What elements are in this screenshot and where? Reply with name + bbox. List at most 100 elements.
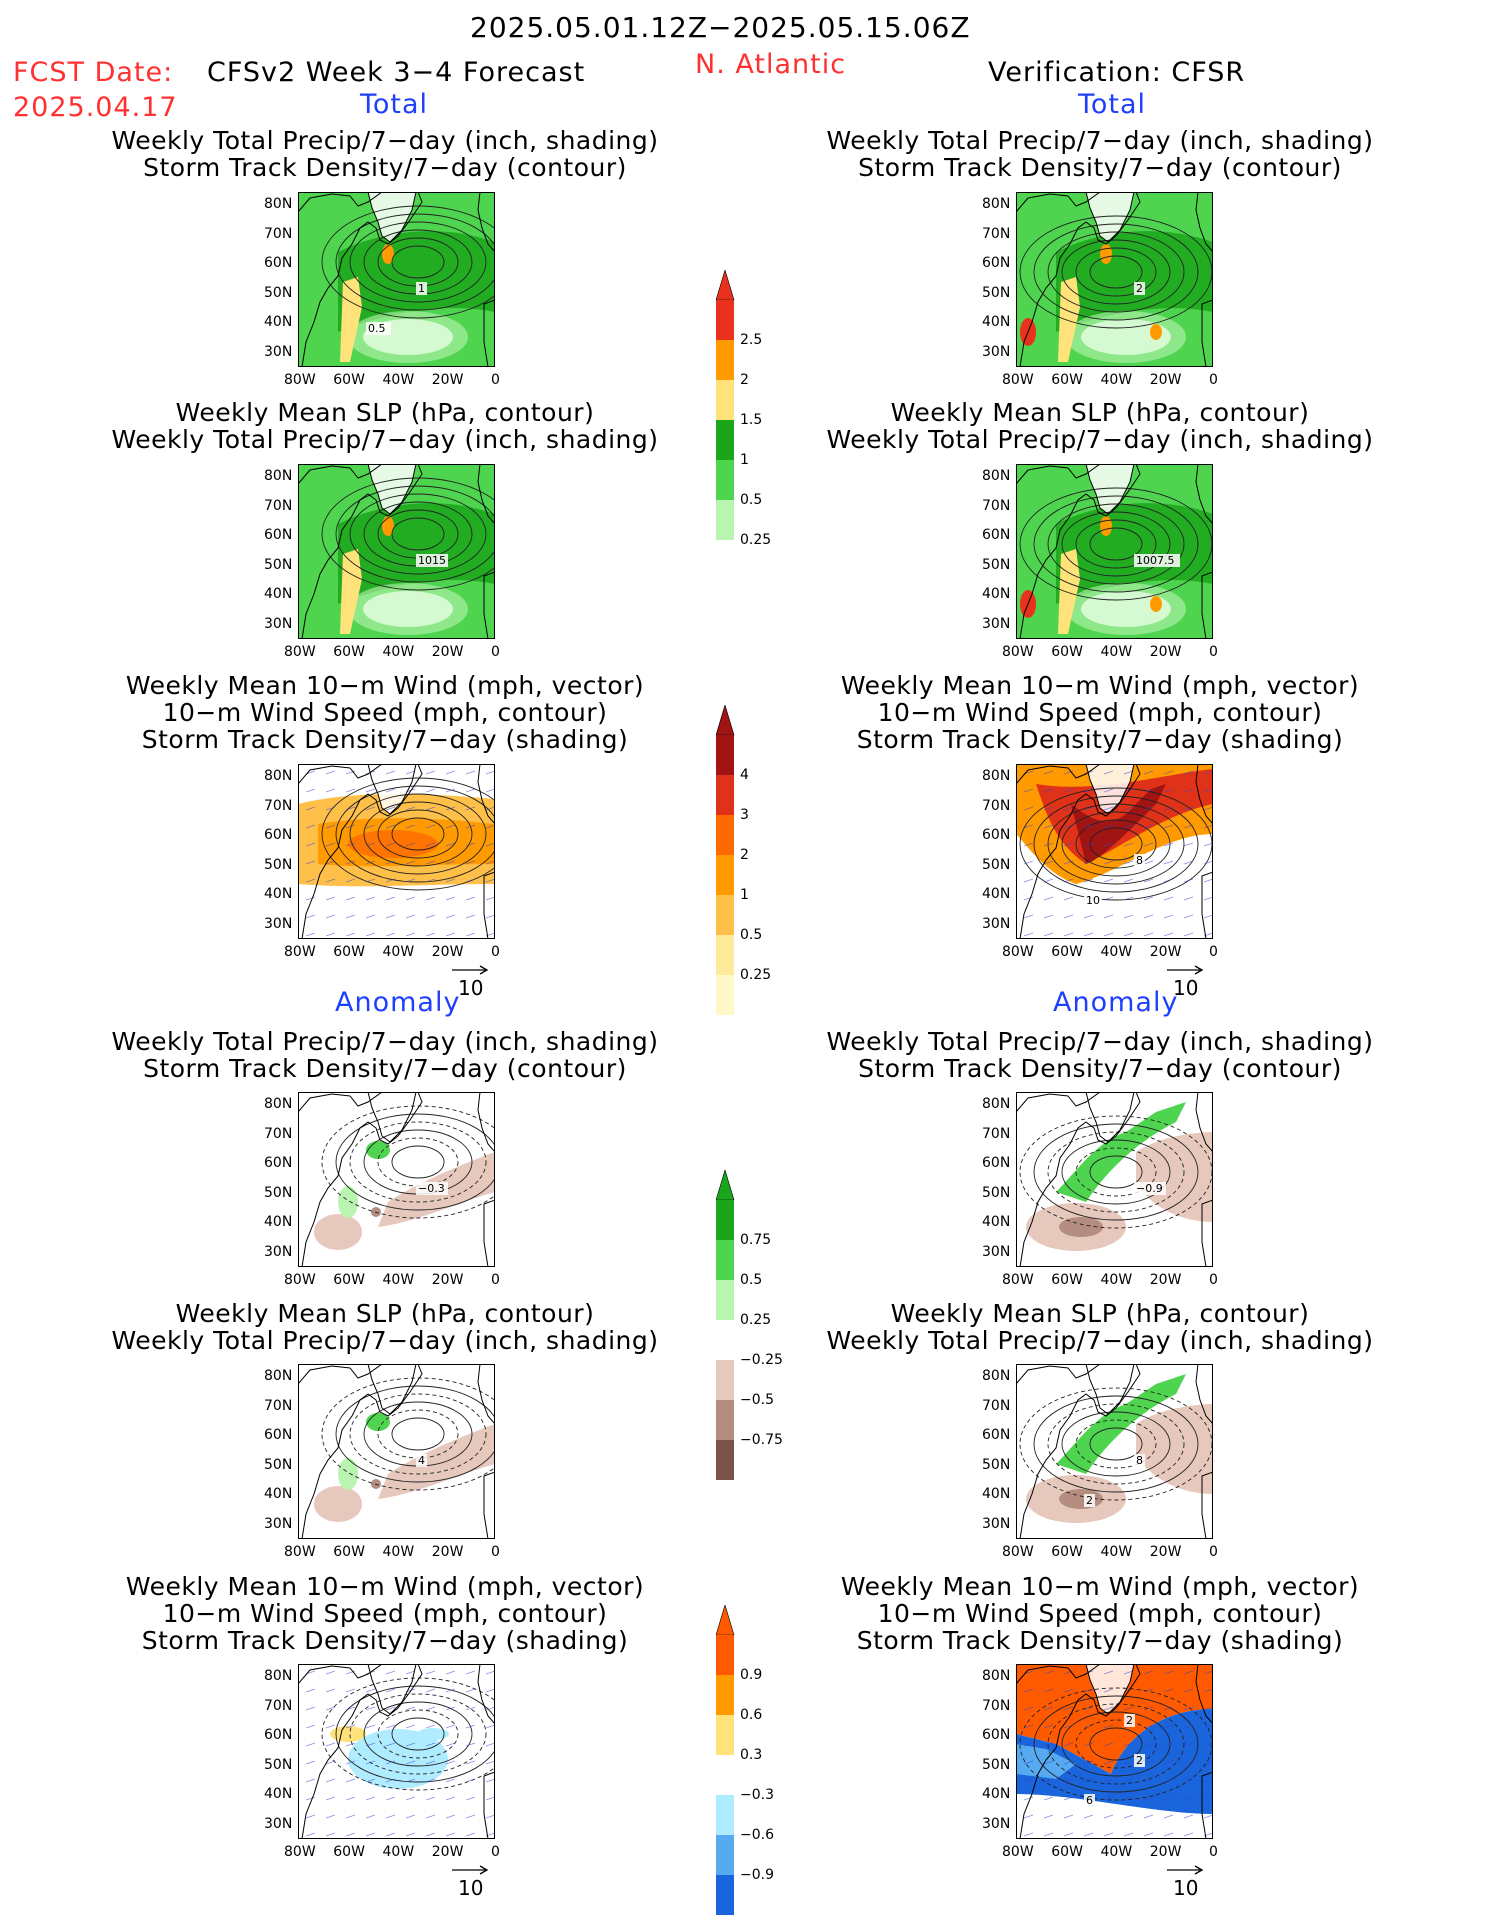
anomaly-label-left: Anomaly <box>335 987 461 1018</box>
map-obs-total-slp: 1007.5 <box>1016 464 1213 639</box>
colorbar-label: −0.6 <box>740 1827 774 1843</box>
title-obs-total-wind-2: 10−m Wind Speed (mph, contour) <box>877 698 1323 727</box>
lat-tick-label: 40N <box>264 886 293 902</box>
colorbar-swatch <box>716 420 734 460</box>
colorbar-label: −0.3 <box>740 1787 774 1803</box>
lat-tick-label: 60N <box>982 1155 1011 1171</box>
lat-tick-label: 70N <box>982 1697 1011 1714</box>
lat-tick-label: 50N <box>982 284 1011 301</box>
lon-tick-label: 40W <box>1100 1272 1133 1288</box>
lon-tick-label: 20W <box>1149 1844 1182 1860</box>
colorbar-swatch <box>716 1400 734 1440</box>
lat-tick-label: 60N <box>264 255 293 271</box>
colorbar-swatch <box>716 1440 734 1480</box>
lon-tick-label: 60W <box>333 372 365 388</box>
colorbar-swatch <box>716 855 734 895</box>
colorbar-label: 0.25 <box>740 1312 772 1328</box>
map-fc-total-precip: 1 0.5 <box>298 192 495 367</box>
colorbar-swatch <box>716 1715 734 1755</box>
colorbar-precip-anom <box>715 1168 756 1486</box>
vector-ref-fc-anom: 10 <box>452 1862 490 1898</box>
contour-label: 4 <box>418 1454 425 1467</box>
lat-tick-label: 80N <box>982 1096 1011 1112</box>
lat-tick-label: 80N <box>982 1368 1011 1384</box>
colorbar-swatch <box>716 1320 734 1360</box>
contour-label: 2 <box>1136 1754 1143 1767</box>
lat-tick-label: 30N <box>982 1815 1011 1832</box>
lat-tick-label: 60N <box>982 255 1011 271</box>
colorbar-swatch <box>716 500 734 540</box>
lat-tick-label: 70N <box>264 1125 293 1142</box>
total-label-right: Total <box>1078 89 1147 120</box>
lon-tick-label: 80W <box>1002 644 1034 660</box>
lon-tick-label: 60W <box>1051 1272 1083 1288</box>
lon-tick-label: 20W <box>1149 944 1182 960</box>
lat-tick-label: 30N <box>264 1515 293 1532</box>
vector-ref-arrow-icon <box>452 965 489 975</box>
title-obs-anom-slp-2: Weekly Total Precip/7−day (inch, shading… <box>826 1326 1374 1355</box>
title-fc-total-wind-1: Weekly Mean 10−m Wind (mph, vector) <box>125 671 645 700</box>
colorbar-swatch <box>716 380 734 420</box>
lon-tick-label: 80W <box>284 372 316 388</box>
lon-tick-label: 40W <box>382 1272 415 1288</box>
map-fc-anom-slp: 4 <box>298 1364 495 1539</box>
lat-tick-label: 30N <box>982 915 1011 932</box>
region-title: N. Atlantic <box>695 49 847 80</box>
lat-tick-label: 70N <box>264 1397 293 1414</box>
lat-tick-label: 50N <box>264 1184 293 1201</box>
title-fc-anom-slp-1: Weekly Mean SLP (hPa, contour) <box>175 1299 595 1328</box>
colorbar-swatch <box>716 1360 734 1400</box>
vector-ref-obs-anom: 10 <box>1167 1862 1205 1898</box>
colorbar-label: 1.5 <box>740 412 763 428</box>
lon-tick-label: 80W <box>284 1272 316 1288</box>
map-obs-total-wind: 8 10 <box>1016 764 1213 939</box>
lat-tick-label: 30N <box>982 615 1011 632</box>
lon-tick-label: 40W <box>1100 944 1133 960</box>
lat-tick-label: 40N <box>264 314 293 330</box>
lon-tick-label: 0 <box>1209 372 1218 388</box>
lat-tick-label: 40N <box>982 314 1011 330</box>
lat-tick-label: 60N <box>982 1427 1011 1443</box>
lat-tick-label: 70N <box>264 497 293 514</box>
lon-tick-label: 0 <box>491 644 500 660</box>
anomaly-label-right: Anomaly <box>1053 987 1179 1018</box>
title-fc-anom-wind-2: 10−m Wind Speed (mph, contour) <box>162 1599 608 1628</box>
lon-tick-label: 20W <box>431 944 464 960</box>
lon-tick-label: 80W <box>1002 372 1034 388</box>
colorbar-label: 0.5 <box>740 927 763 943</box>
model-title: CFSv2 Week 3−4 Forecast <box>207 57 586 88</box>
vector-ref-arrow-icon <box>1167 965 1204 975</box>
title-obs-total-slp-1: Weekly Mean SLP (hPa, contour) <box>890 398 1310 427</box>
colorbar-label: 0.25 <box>740 967 772 983</box>
lat-tick-label: 80N <box>264 196 293 212</box>
vector-ref-value: 10 <box>1173 1876 1199 1900</box>
lat-tick-label: 70N <box>982 225 1011 242</box>
title-obs-total-wind-1: Weekly Mean 10−m Wind (mph, vector) <box>840 671 1360 700</box>
lon-tick-label: 80W <box>284 1844 316 1860</box>
contour-label: 2 <box>1086 1494 1093 1507</box>
lat-tick-label: 70N <box>982 1397 1011 1414</box>
lat-tick-label: 40N <box>982 886 1011 902</box>
lat-tick-label: 80N <box>264 1668 293 1684</box>
colorbar-label: 0.75 <box>740 1232 772 1248</box>
lon-tick-label: 80W <box>284 644 316 660</box>
lat-tick-label: 70N <box>264 1697 293 1714</box>
lon-tick-label: 20W <box>431 1544 464 1560</box>
title-fc-total-wind-3: Storm Track Density/7−day (shading) <box>141 725 629 754</box>
lon-tick-label: 80W <box>1002 1544 1034 1560</box>
map-fc-total-wind <box>298 764 495 939</box>
lon-tick-label: 60W <box>333 944 365 960</box>
lon-tick-label: 20W <box>431 644 464 660</box>
lat-tick-label: 40N <box>982 1786 1011 1802</box>
title-fc-total-precip-2: Storm Track Density/7−day (contour) <box>143 153 627 182</box>
title-fc-total-slp-1: Weekly Mean SLP (hPa, contour) <box>175 398 595 427</box>
lat-tick-label: 30N <box>264 915 293 932</box>
lon-tick-label: 40W <box>382 1844 415 1860</box>
map-fc-anom-wind <box>298 1664 495 1839</box>
lon-tick-label: 60W <box>1051 644 1083 660</box>
lat-tick-label: 50N <box>264 1456 293 1473</box>
lat-tick-label: 30N <box>264 343 293 360</box>
colorbar-label: −0.25 <box>740 1352 783 1368</box>
lat-tick-label: 50N <box>982 1184 1011 1201</box>
lat-tick-label: 80N <box>982 196 1011 212</box>
